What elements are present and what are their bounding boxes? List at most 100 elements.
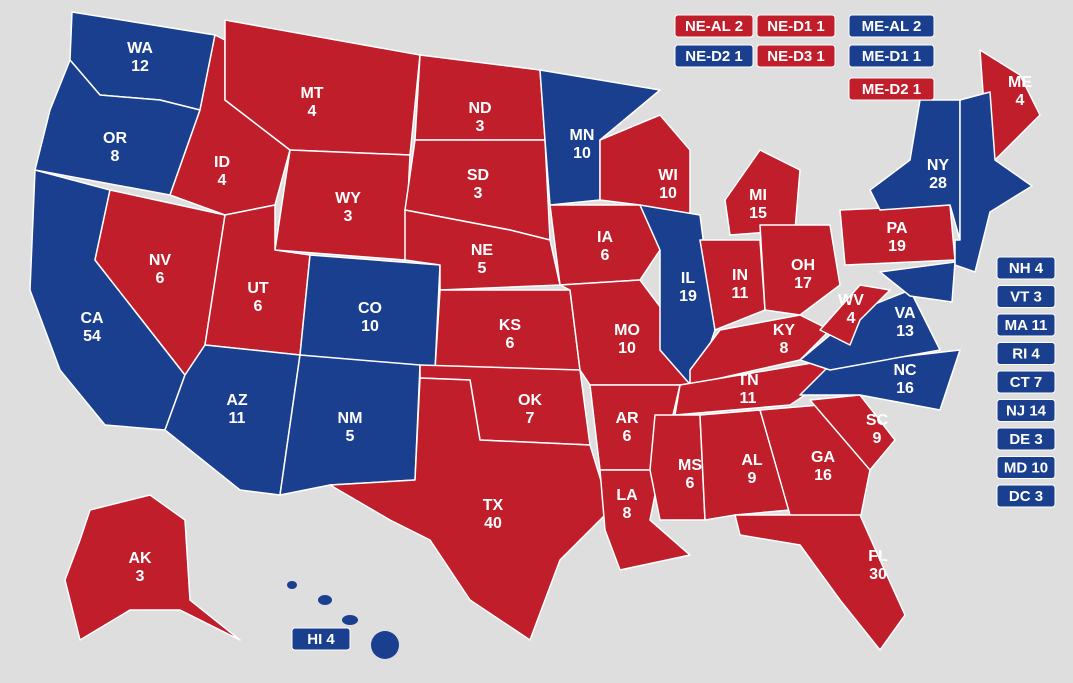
small-state-box-votes: 11	[1032, 317, 1048, 334]
state-abbr: NC	[893, 362, 917, 379]
state-votes: 8	[111, 148, 120, 165]
district-box-votes: 1	[816, 48, 824, 65]
small-state-box-text: MD 10	[1004, 459, 1048, 476]
state-votes: 11	[732, 285, 749, 302]
state-abbr: ND	[468, 100, 491, 117]
small-state-box-text: DC 3	[1009, 488, 1043, 505]
small-state-box-label: RI	[1012, 345, 1027, 362]
state-abbr: ID	[214, 154, 230, 171]
state-abbr: NE	[471, 242, 494, 259]
state-votes: 10	[618, 340, 636, 357]
state-abbr: MT	[300, 85, 323, 102]
small-state-box-label: MA	[1005, 317, 1028, 334]
state-shape	[404, 209, 561, 291]
state-votes: 4	[1016, 92, 1025, 109]
state-votes: 10	[573, 145, 591, 162]
small-state-box-label: HI	[307, 631, 322, 648]
hawaii-island	[371, 631, 399, 659]
small-state-box-label: DC	[1009, 488, 1031, 505]
small-state-box-votes: 4	[1031, 345, 1040, 362]
state-votes: 6	[686, 475, 695, 492]
small-state-box-label: DE	[1009, 431, 1030, 448]
district-box-text: ME-AL 2	[862, 18, 922, 35]
state-votes: 3	[476, 118, 485, 135]
state-abbr: TN	[737, 372, 758, 389]
state-votes: 16	[896, 380, 914, 397]
state-abbr: WY	[335, 190, 361, 207]
small-state-box-text: VT 3	[1010, 288, 1042, 305]
state-votes: 6	[601, 247, 610, 264]
state-shape	[734, 514, 906, 651]
state-abbr: SC	[866, 412, 889, 429]
state-abbr: KY	[773, 322, 796, 339]
district-box-votes: 1	[816, 18, 824, 35]
district-box	[756, 14, 836, 38]
state-abbr: OH	[791, 257, 815, 274]
small-state-box-votes: 3	[1035, 488, 1043, 505]
district-box	[848, 44, 935, 68]
small-state-box	[996, 256, 1056, 280]
small-state-box-label: NJ	[1006, 402, 1025, 419]
small-state-box-votes: 14	[1029, 402, 1046, 419]
state-votes: 11	[229, 410, 246, 427]
state-votes: 19	[679, 288, 697, 305]
state-abbr: MS	[678, 457, 702, 474]
district-box	[674, 44, 754, 68]
state-votes: 5	[478, 260, 487, 277]
state-votes: 8	[780, 340, 789, 357]
small-state-box-label: NH	[1009, 260, 1031, 277]
district-box-label: NE-D3	[767, 48, 812, 65]
small-state-box	[996, 427, 1056, 451]
state-votes: 10	[659, 185, 677, 202]
mid-atlantic-small-states	[879, 261, 956, 303]
hawaii-island	[318, 595, 332, 605]
small-state-box-text: CT 7	[1010, 374, 1043, 391]
small-state-box-label: VT	[1010, 288, 1029, 305]
state-shape	[649, 414, 706, 521]
state-shape	[759, 404, 871, 521]
state-abbr: LA	[616, 487, 638, 504]
small-state-box-votes: 3	[1034, 288, 1042, 305]
state-abbr: UT	[247, 280, 269, 297]
district-box-text: NE-D2 1	[685, 48, 743, 65]
state-votes: 4	[218, 172, 227, 189]
district-box	[848, 77, 935, 101]
state-votes: 8	[623, 505, 632, 522]
state-abbr: WV	[838, 292, 864, 309]
state-votes: 12	[131, 58, 149, 75]
state-abbr: WA	[127, 40, 153, 57]
small-state-box-text: DE 3	[1009, 431, 1042, 448]
state-abbr: NV	[149, 252, 172, 269]
small-state-box	[996, 399, 1056, 422]
small-state-box	[996, 313, 1056, 337]
state-shape	[549, 204, 661, 286]
state-votes: 5	[346, 428, 355, 445]
state-votes: 4	[847, 310, 856, 327]
state-abbr: AL	[741, 452, 763, 469]
district-box	[674, 14, 754, 38]
state-abbr: KS	[499, 317, 522, 334]
state-abbr: IL	[681, 270, 695, 287]
northeast-small-states	[954, 91, 1033, 273]
state-shape	[329, 377, 611, 641]
state-abbr: PA	[886, 220, 907, 237]
small-state-box	[996, 285, 1056, 308]
district-box-text: NE-D1 1	[767, 18, 825, 35]
state-shape	[819, 284, 891, 346]
district-box-text: ME-D1 1	[862, 48, 921, 65]
district-box-votes: 2	[735, 18, 743, 35]
district-box-text: NE-D3 1	[767, 48, 825, 65]
state-abbr: ME	[1008, 74, 1032, 91]
district-box-votes: 1	[913, 48, 921, 65]
small-state-box	[996, 342, 1056, 365]
small-state-box-votes: 4	[326, 631, 335, 648]
district-box-text: NE-AL 2	[685, 18, 743, 35]
state-votes: 17	[794, 275, 812, 292]
state-votes: 9	[748, 470, 757, 487]
hawaii-island	[287, 581, 297, 589]
state-abbr: AK	[128, 550, 152, 567]
state-abbr: IA	[597, 229, 613, 246]
small-state-box-votes: 3	[1034, 431, 1042, 448]
small-state-box-votes: 10	[1031, 459, 1048, 476]
